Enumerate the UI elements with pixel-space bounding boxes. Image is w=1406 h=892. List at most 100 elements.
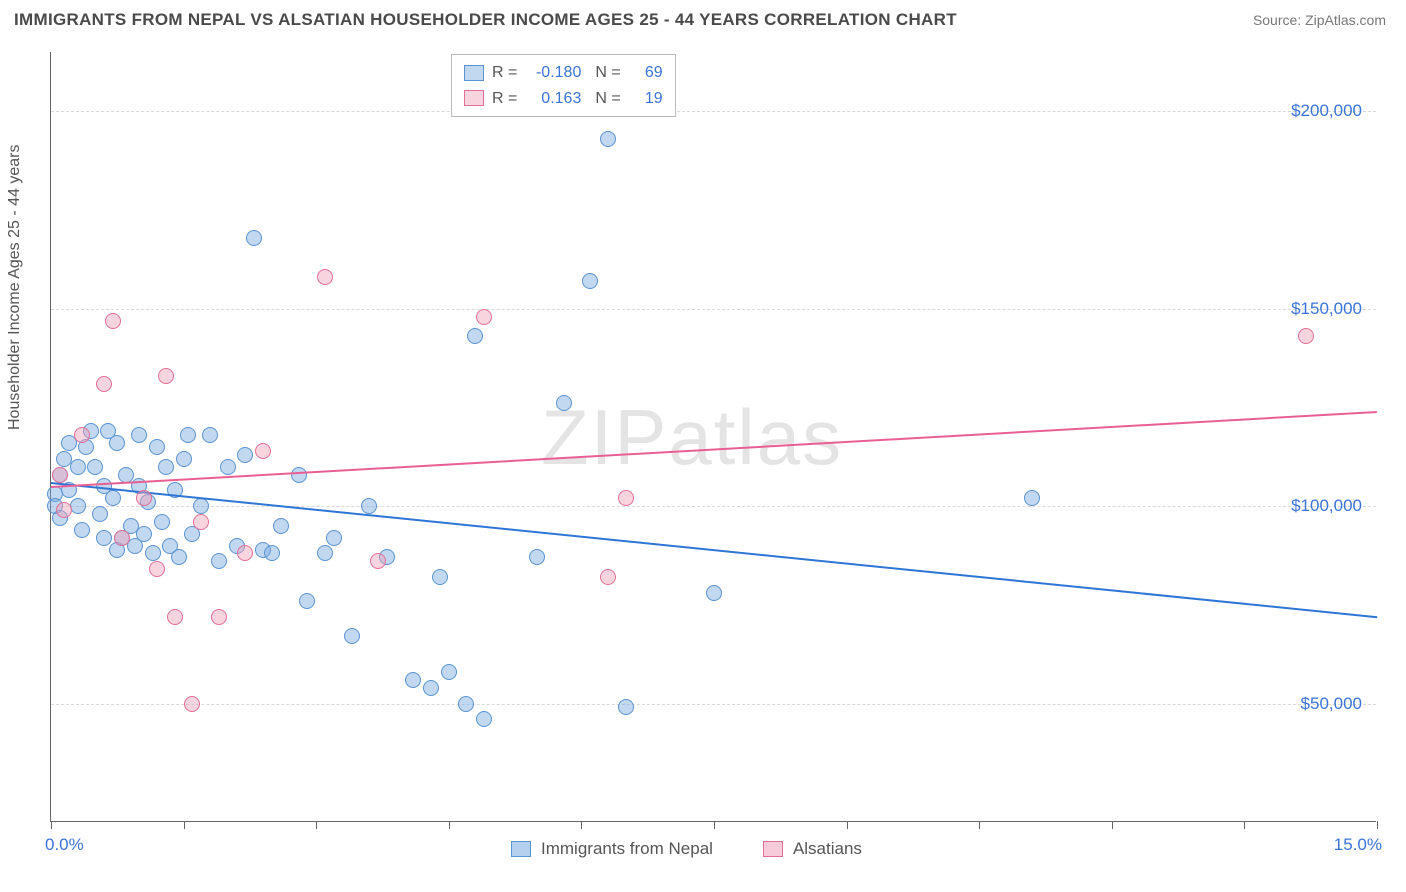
x-tick <box>581 821 582 829</box>
x-tick <box>316 821 317 829</box>
legend-n-0: 69 <box>629 60 663 86</box>
scatter-point-series-0 <box>582 273 598 289</box>
bottom-legend-label-1: Alsatians <box>793 839 862 859</box>
scatter-point-series-0 <box>193 498 209 514</box>
scatter-point-series-1 <box>193 514 209 530</box>
y-tick-label: $150,000 <box>1291 299 1362 319</box>
x-tick <box>51 821 52 829</box>
scatter-point-series-0 <box>618 699 634 715</box>
gridline-h <box>51 506 1376 507</box>
scatter-point-series-1 <box>114 530 130 546</box>
y-tick-label: $100,000 <box>1291 496 1362 516</box>
scatter-point-series-1 <box>1298 328 1314 344</box>
gridline-h <box>51 111 1376 112</box>
bottom-legend-label-0: Immigrants from Nepal <box>541 839 713 859</box>
scatter-point-series-0 <box>326 530 342 546</box>
source-attribution: Source: ZipAtlas.com <box>1253 12 1386 28</box>
x-axis-min-label: 0.0% <box>45 835 84 855</box>
scatter-point-series-1 <box>476 309 492 325</box>
scatter-point-series-0 <box>149 439 165 455</box>
scatter-point-series-0 <box>118 467 134 483</box>
scatter-point-series-0 <box>70 459 86 475</box>
scatter-point-series-0 <box>423 680 439 696</box>
x-tick <box>449 821 450 829</box>
legend-r-0: -0.180 <box>525 60 581 86</box>
watermark-text: ZIPatlas <box>541 392 843 483</box>
scatter-point-series-1 <box>370 553 386 569</box>
scatter-plot-area: ZIPatlas 0.0% 15.0% Immigrants from Nepa… <box>50 52 1376 822</box>
chart-title: IMMIGRANTS FROM NEPAL VS ALSATIAN HOUSEH… <box>14 10 957 30</box>
scatter-point-series-0 <box>361 498 377 514</box>
scatter-point-series-1 <box>56 502 72 518</box>
scatter-point-series-1 <box>600 569 616 585</box>
scatter-point-series-1 <box>618 490 634 506</box>
scatter-point-series-0 <box>467 328 483 344</box>
scatter-point-series-0 <box>441 664 457 680</box>
scatter-point-series-0 <box>96 530 112 546</box>
x-tick <box>1244 821 1245 829</box>
gridline-h <box>51 704 1376 705</box>
scatter-point-series-1 <box>255 443 271 459</box>
scatter-point-series-0 <box>237 447 253 463</box>
scatter-point-series-0 <box>344 628 360 644</box>
scatter-point-series-0 <box>264 545 280 561</box>
scatter-point-series-0 <box>158 459 174 475</box>
bottom-legend-swatch-0 <box>511 841 531 857</box>
scatter-point-series-0 <box>405 672 421 688</box>
scatter-point-series-0 <box>202 427 218 443</box>
scatter-point-series-0 <box>131 427 147 443</box>
scatter-point-series-1 <box>96 376 112 392</box>
scatter-point-series-1 <box>105 313 121 329</box>
scatter-point-series-1 <box>184 696 200 712</box>
x-axis-max-label: 15.0% <box>1334 835 1382 855</box>
scatter-point-series-0 <box>458 696 474 712</box>
scatter-point-series-0 <box>211 553 227 569</box>
scatter-point-series-1 <box>317 269 333 285</box>
scatter-point-series-0 <box>180 427 196 443</box>
bottom-legend-swatch-1 <box>763 841 783 857</box>
y-axis-label: Householder Income Ages 25 - 44 years <box>6 145 24 431</box>
scatter-point-series-0 <box>299 593 315 609</box>
scatter-point-series-0 <box>109 435 125 451</box>
series-legend: Immigrants from Nepal Alsatians <box>511 839 862 859</box>
scatter-point-series-0 <box>291 467 307 483</box>
x-tick <box>979 821 980 829</box>
legend-swatch-1 <box>464 90 484 106</box>
scatter-point-series-1 <box>167 609 183 625</box>
scatter-point-series-0 <box>432 569 448 585</box>
scatter-point-series-0 <box>74 522 90 538</box>
scatter-point-series-0 <box>176 451 192 467</box>
scatter-point-series-0 <box>317 545 333 561</box>
scatter-point-series-1 <box>237 545 253 561</box>
legend-row-series-0: R = -0.180 N = 69 <box>464 60 663 86</box>
scatter-point-series-0 <box>87 459 103 475</box>
scatter-point-series-0 <box>706 585 722 601</box>
x-tick <box>1377 821 1378 829</box>
x-tick <box>1112 821 1113 829</box>
legend-n-1: 19 <box>629 86 663 112</box>
x-tick <box>847 821 848 829</box>
scatter-point-series-0 <box>220 459 236 475</box>
legend-swatch-0 <box>464 65 484 81</box>
scatter-point-series-0 <box>556 395 572 411</box>
scatter-point-series-0 <box>92 506 108 522</box>
scatter-point-series-1 <box>211 609 227 625</box>
scatter-point-series-1 <box>149 561 165 577</box>
scatter-point-series-0 <box>105 490 121 506</box>
scatter-point-series-0 <box>600 131 616 147</box>
scatter-point-series-0 <box>476 711 492 727</box>
y-tick-label: $50,000 <box>1301 694 1362 714</box>
legend-r-1: 0.163 <box>525 86 581 112</box>
scatter-point-series-0 <box>273 518 289 534</box>
scatter-point-series-1 <box>74 427 90 443</box>
scatter-point-series-1 <box>136 490 152 506</box>
scatter-point-series-0 <box>145 545 161 561</box>
scatter-point-series-1 <box>158 368 174 384</box>
x-tick <box>714 821 715 829</box>
scatter-point-series-0 <box>1024 490 1040 506</box>
chart-header: IMMIGRANTS FROM NEPAL VS ALSATIAN HOUSEH… <box>0 0 1406 40</box>
correlation-legend: R = -0.180 N = 69 R = 0.163 N = 19 <box>451 54 676 117</box>
y-tick-label: $200,000 <box>1291 101 1362 121</box>
scatter-point-series-0 <box>171 549 187 565</box>
scatter-point-series-0 <box>136 526 152 542</box>
